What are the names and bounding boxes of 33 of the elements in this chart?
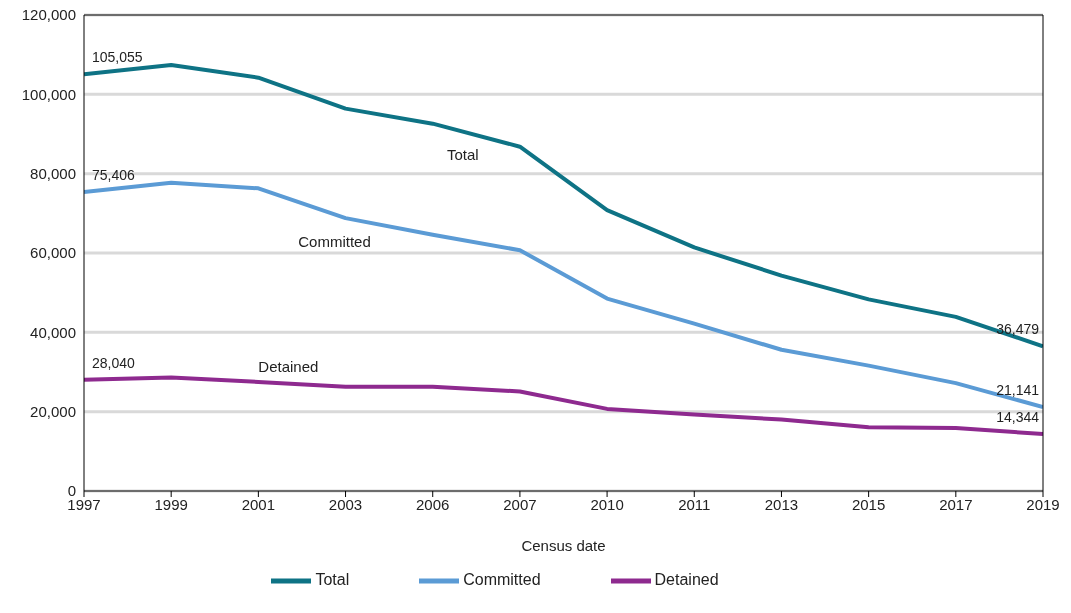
data-label: 14,344 bbox=[996, 409, 1040, 426]
x-tick-label: 1999 bbox=[154, 495, 188, 513]
x-tick-label: 2019 bbox=[1026, 495, 1060, 513]
x-tick-label: 2013 bbox=[764, 495, 799, 513]
line-series bbox=[84, 62, 1043, 349]
data-label: 75,406 bbox=[92, 166, 136, 183]
legend-label: Detained bbox=[654, 571, 719, 589]
line-series bbox=[84, 180, 1043, 410]
x-tick-label: 2007 bbox=[503, 495, 537, 513]
y-tick-label: 80,000 bbox=[30, 164, 76, 182]
y-tick-label: 120,000 bbox=[21, 6, 76, 24]
data-label: 105,055 bbox=[92, 49, 143, 66]
x-tick-label: 2001 bbox=[241, 495, 276, 513]
x-tick-label: 2015 bbox=[851, 495, 886, 513]
y-tick-label: 20,000 bbox=[30, 402, 76, 420]
x-tick-label: 2017 bbox=[939, 495, 973, 513]
data-label: 21,141 bbox=[996, 382, 1040, 399]
x-tick-label: 2003 bbox=[328, 495, 363, 513]
text: Detained bbox=[258, 357, 319, 375]
line-series bbox=[84, 375, 1043, 437]
legend-label: Total bbox=[315, 571, 350, 589]
x-axis-title: Census date bbox=[521, 537, 606, 554]
text: Total bbox=[446, 145, 479, 163]
x-tick-label: 2011 bbox=[678, 495, 711, 513]
y-tick-label: 40,000 bbox=[30, 323, 76, 341]
text: Committed bbox=[298, 233, 371, 251]
legend-label: Committed bbox=[463, 571, 541, 589]
x-tick-label: 2010 bbox=[590, 495, 624, 513]
data-label: 36,479 bbox=[996, 321, 1040, 338]
x-tick-label: 2006 bbox=[416, 495, 450, 513]
y-tick-label: 60,000 bbox=[30, 244, 76, 262]
data-label: 28,040 bbox=[92, 354, 136, 371]
y-tick-label: 100,000 bbox=[21, 85, 76, 103]
